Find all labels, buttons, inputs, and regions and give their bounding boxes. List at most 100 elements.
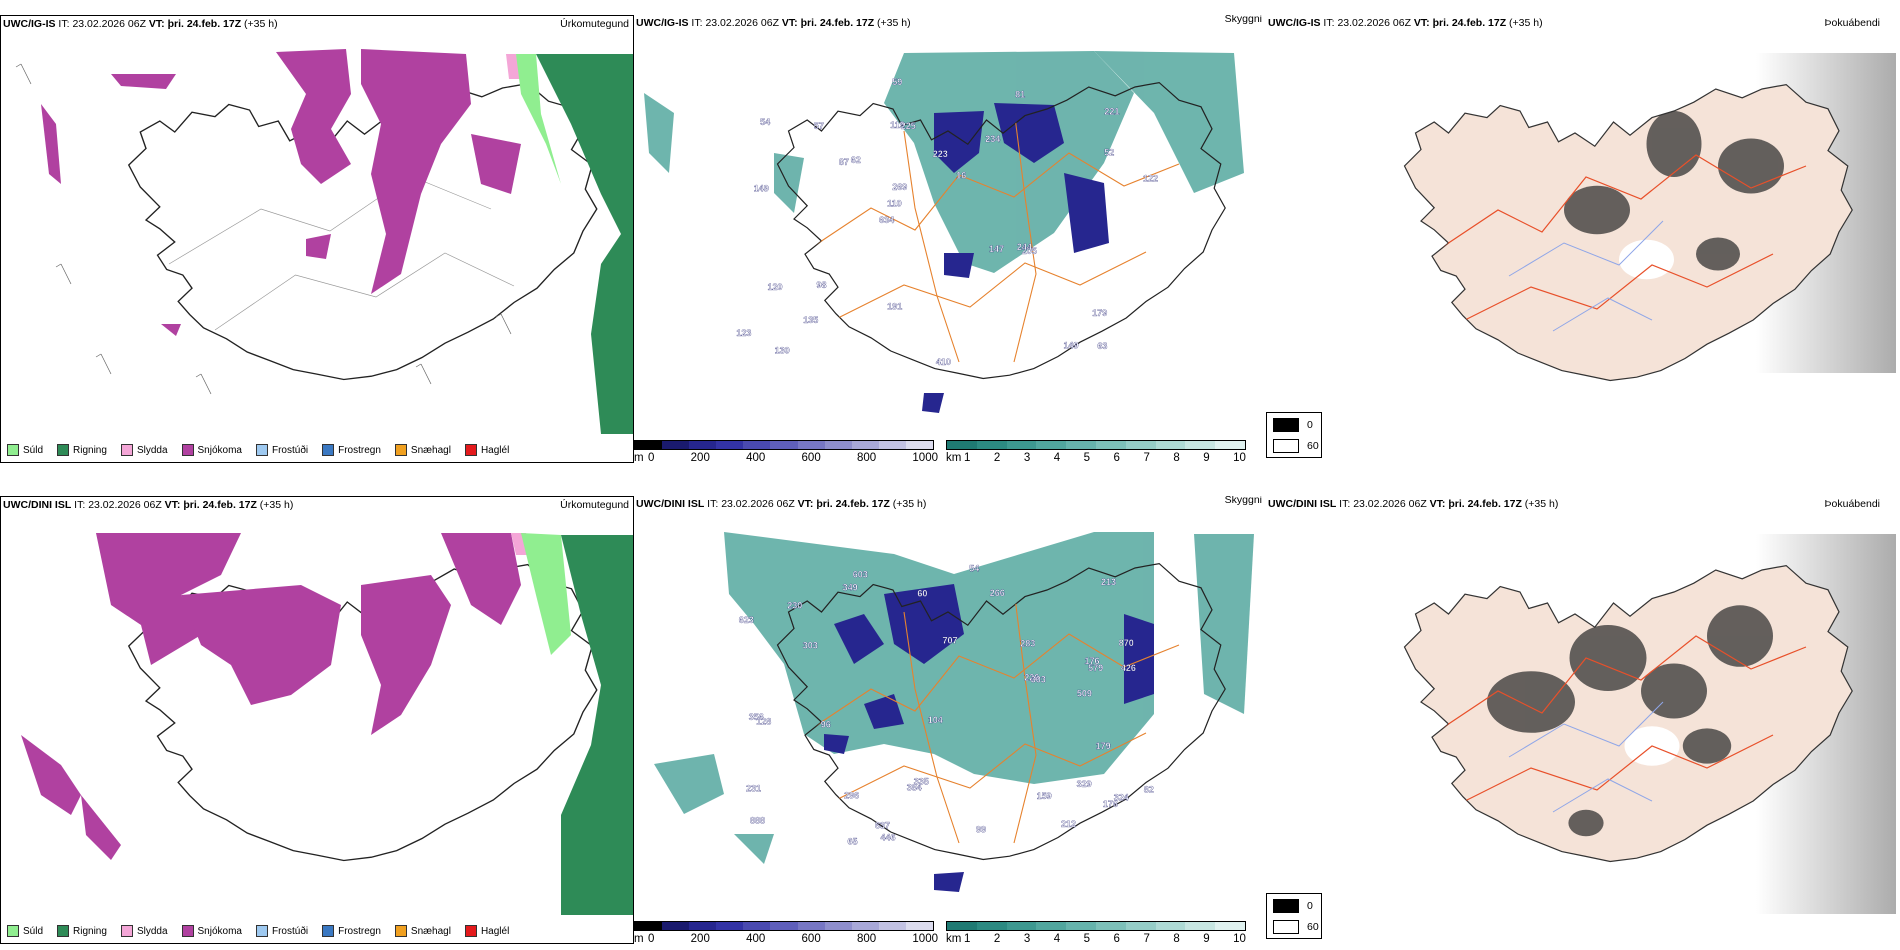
- colorbar-segment: [635, 922, 663, 930]
- colorbar-segment: [824, 441, 852, 449]
- colorbar-tick-label: 600: [801, 933, 821, 944]
- fog-map: [1403, 53, 1896, 382]
- colorbar-tick-label: 1000: [912, 933, 938, 944]
- legend-item: Frostregn: [322, 925, 381, 937]
- legend-item: Haglél: [464, 925, 509, 937]
- cloud-base-label: 356: [749, 712, 764, 722]
- colorbar-tick-label: 6: [1113, 933, 1120, 944]
- cloud-base-label: 446: [881, 833, 896, 843]
- colorbar-segment: [1036, 922, 1067, 930]
- colorbar-tick-label: 8: [1173, 933, 1180, 944]
- colorbar-segment: [743, 922, 771, 930]
- precip-legend: Súld Rigning Slydda Snjókoma Frostúði Fr…: [7, 925, 509, 937]
- colorbar-segment: [851, 922, 879, 930]
- colorbar-tick-label: 5: [1083, 452, 1091, 463]
- colorbar-tick-label: 200: [690, 933, 710, 944]
- cloud-base-label: 269: [892, 182, 907, 192]
- fog-panel-row2: UWC/DINI ISL IT: 23.02.2026 06Z VT: þri.…: [1266, 496, 1900, 944]
- colorbar-tick-label: 8: [1173, 452, 1180, 463]
- cloud-base-label: 223: [933, 149, 948, 159]
- colorbar-segment: [1155, 441, 1186, 449]
- cloud-base-label: 147: [989, 244, 1004, 254]
- cloud-base-label: 870: [1119, 638, 1134, 648]
- legend-swatch: [322, 925, 335, 937]
- colorbar-segment: [824, 922, 852, 930]
- fog-legend-black-label: 0: [1307, 419, 1313, 431]
- cloud-base-label: 16: [956, 171, 966, 181]
- clouds-panel-row2: UWC/DINI ISL IT: 23.02.2026 06Z VT: þri.…: [634, 496, 1266, 944]
- cloud-base-label: 54: [969, 563, 979, 573]
- panel-header: UWC/IG-IS IT: 23.02.2026 06Z VT: þri. 24…: [636, 17, 911, 29]
- colorbar-segment: [797, 441, 825, 449]
- cloud-base-label: 579: [1088, 663, 1103, 673]
- cloud-base-label: 119: [890, 120, 905, 130]
- cloud-base-label: 179: [1096, 741, 1111, 751]
- colorbar-tick-label: 800: [856, 452, 877, 463]
- precip-legend: Súld Rigning Slydda Snjókoma Frostúði Fr…: [7, 444, 509, 456]
- cloud-base-label: 303: [803, 640, 818, 650]
- visibility-colorbar: [946, 921, 1246, 931]
- cloud-base-label: 283: [1020, 638, 1035, 648]
- cloud-base-label: 96: [821, 720, 831, 730]
- legend-item: Snæhagl: [394, 925, 451, 937]
- cloud-base-label: 52: [1104, 148, 1114, 158]
- cloud-base-label: 603: [853, 569, 868, 579]
- cloud-base-label: 335: [914, 777, 929, 787]
- panel-header: UWC/DINI ISL IT: 23.02.2026 06Z VT: þri.…: [1268, 498, 1559, 510]
- colorbar-tick-label: 2: [993, 452, 1001, 463]
- cloud-base-label: 205: [1022, 246, 1037, 256]
- colorbar-tick-label: 10: [1233, 933, 1246, 944]
- cloud-base-colorbar: [634, 921, 934, 931]
- legend-item: Snjókoma: [181, 925, 242, 937]
- cloud-base-label: 65: [848, 837, 858, 847]
- precip-type-panel-row2: UWC/DINI ISL IT: 23.02.2026 06Z VT: þri.…: [0, 496, 634, 944]
- cloud-base-label: 191: [887, 302, 902, 312]
- legend-swatch: [181, 444, 194, 456]
- cloud-base-label: 176: [1085, 656, 1100, 666]
- colorbar-tick-label: 1: [964, 933, 971, 944]
- legend-item: Rigning: [57, 925, 107, 937]
- fog-map: [1403, 534, 1896, 914]
- cloud-base-label: 110: [887, 199, 902, 209]
- colorbar-tick-label: 7: [1143, 933, 1150, 944]
- cloud-base-label: 99: [976, 824, 986, 834]
- legend-item: Slydda: [120, 925, 168, 937]
- cloud-base-label: 149: [1064, 341, 1079, 351]
- colorbar-tick-label: 800: [856, 933, 877, 944]
- legend-swatch: [394, 925, 407, 937]
- colorbar-segment: [689, 441, 717, 449]
- cloud-base-label: 59: [892, 77, 902, 87]
- fog-legend-black-swatch: [1273, 899, 1299, 913]
- colorbar-segment: [1095, 441, 1126, 449]
- legend-swatch: [322, 444, 335, 456]
- cloud-base-label: 623: [739, 615, 754, 625]
- cloud-base-label: 221: [1104, 107, 1119, 117]
- colorbar-tick-label: 7: [1143, 452, 1150, 463]
- colorbar-segment: [1185, 922, 1216, 930]
- cloud-base-label: 230: [787, 601, 802, 611]
- cloud-base-label: 179: [1092, 308, 1107, 318]
- cloud-base-label: 213: [1101, 577, 1116, 587]
- panel-header: UWC/DINI ISL IT: 23.02.2026 06Z VT: þri.…: [636, 498, 927, 510]
- colorbar-segment: [878, 441, 906, 449]
- cloud-base-label: 123: [736, 328, 751, 338]
- cloud-base-label: 244: [1017, 242, 1032, 252]
- cloud-base-label: 410: [936, 357, 951, 367]
- colorbar-segment: [878, 922, 906, 930]
- cloud-base-label: 128: [756, 717, 771, 727]
- colorbar-tick-label: 400: [746, 933, 766, 944]
- legend-swatch: [7, 925, 19, 937]
- colorbar-segment: [662, 922, 690, 930]
- cloud-base-label: 234: [985, 134, 1000, 144]
- colorbar-segment: [1185, 441, 1216, 449]
- legend-item: Frostúði: [255, 925, 308, 937]
- colorbar-segment: [947, 441, 977, 449]
- cloud-base-label: 349: [843, 583, 858, 593]
- legend-swatch: [255, 444, 268, 456]
- legend-swatch: [464, 925, 477, 937]
- colorbar-segment: [905, 441, 934, 449]
- colorbar-tick-label: 3: [1023, 452, 1031, 463]
- colorbar-tick-label: 3: [1023, 933, 1031, 944]
- legend-item: Súld: [7, 444, 43, 456]
- colorbar-segment: [689, 922, 717, 930]
